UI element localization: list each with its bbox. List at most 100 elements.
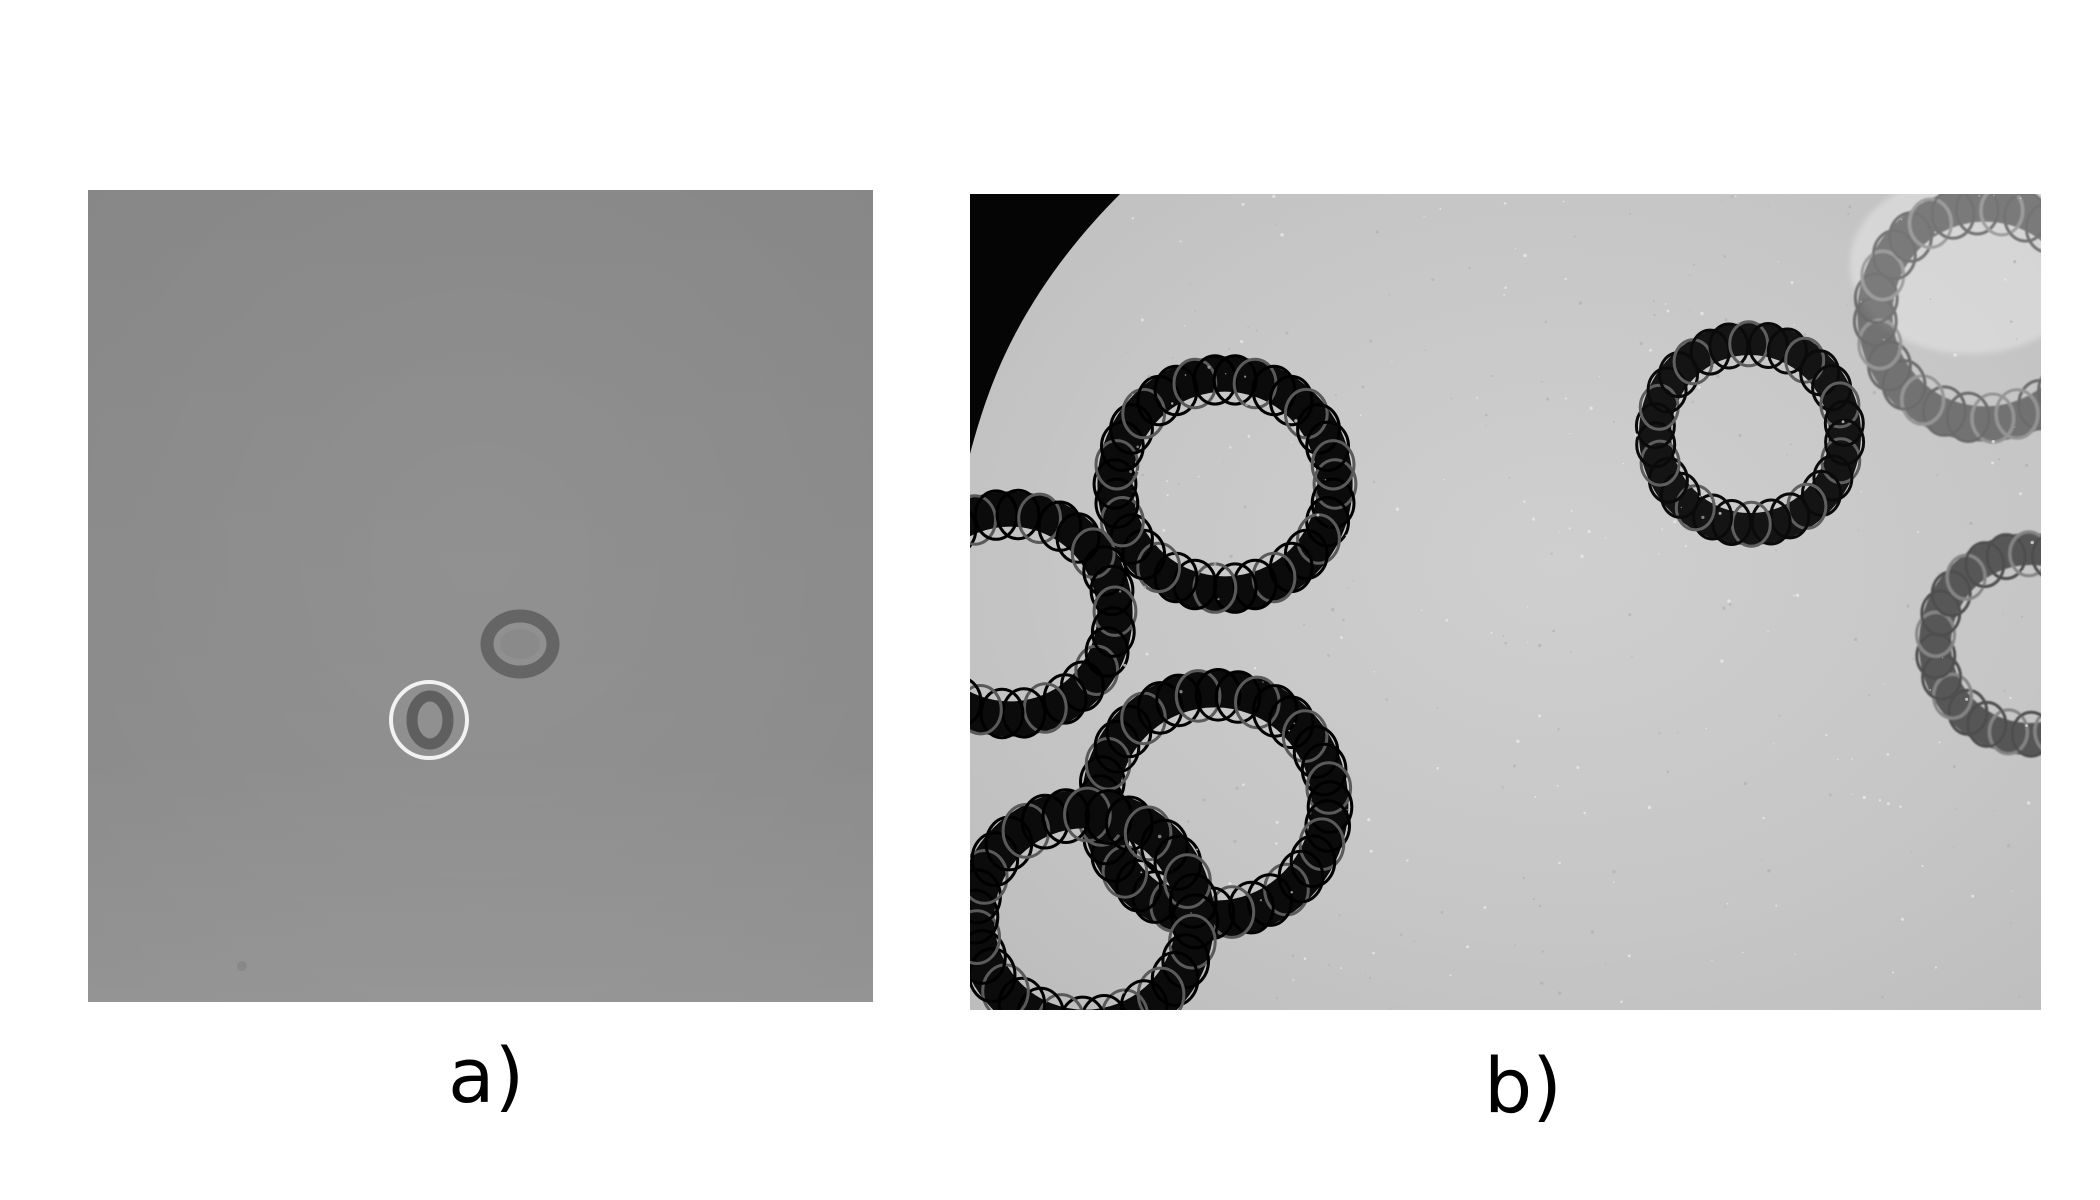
speck xyxy=(1145,652,1149,656)
speck xyxy=(2017,995,2020,998)
speck xyxy=(1523,253,1527,258)
speck xyxy=(1899,805,1902,809)
loop xyxy=(1094,477,1140,529)
loop xyxy=(1038,993,1084,1010)
loop xyxy=(1281,709,1329,763)
loop xyxy=(1819,381,1861,429)
speck xyxy=(1978,194,1981,197)
speck xyxy=(1700,311,1704,316)
speck xyxy=(1490,631,1493,634)
speck xyxy=(1699,495,1701,498)
speck xyxy=(1589,406,1593,410)
loop xyxy=(970,849,1009,905)
loop xyxy=(1123,805,1173,862)
speck xyxy=(1194,310,1196,313)
speck xyxy=(2019,492,2023,496)
speck xyxy=(1342,618,1345,622)
loop xyxy=(1692,493,1734,541)
speck xyxy=(1527,641,1529,644)
speck xyxy=(1303,957,1307,961)
speck xyxy=(1605,962,1607,965)
speck xyxy=(1217,598,1220,601)
speck xyxy=(1207,365,1211,369)
speck xyxy=(1971,894,1975,898)
speck xyxy=(2009,922,2012,924)
loop xyxy=(1945,391,1991,444)
speck xyxy=(1921,864,1924,868)
speck xyxy=(1558,861,1561,865)
speck xyxy=(1290,441,1293,443)
speck xyxy=(1684,544,1688,548)
loop xyxy=(1283,387,1329,440)
speck xyxy=(1716,374,1720,379)
loop xyxy=(2037,376,2041,406)
speck xyxy=(1285,331,1289,335)
speck xyxy=(1997,457,2000,461)
speck xyxy=(1294,419,1298,423)
speck xyxy=(1673,520,1677,524)
speck xyxy=(1727,599,1731,603)
speck xyxy=(1938,741,1941,744)
speck xyxy=(1612,881,1615,884)
loop xyxy=(995,488,1041,541)
speck xyxy=(1162,528,1166,532)
speck xyxy=(1777,261,1779,263)
loop xyxy=(1300,742,1348,797)
loop xyxy=(1119,979,1169,1010)
speck xyxy=(2004,278,2007,281)
speck xyxy=(1502,635,1505,637)
speck xyxy=(1275,842,1278,845)
loop xyxy=(970,494,998,546)
loop xyxy=(1090,606,1136,658)
speck xyxy=(1346,808,1348,811)
speck xyxy=(2009,696,2012,700)
speck xyxy=(1724,906,1726,909)
loop xyxy=(1228,880,1275,935)
speck xyxy=(1327,654,1330,657)
speck xyxy=(1851,793,1853,795)
speck xyxy=(1406,859,1409,862)
loop xyxy=(1305,496,1351,548)
loop xyxy=(1658,351,1699,399)
loop xyxy=(1089,564,1135,617)
speck xyxy=(2019,717,2022,720)
dark-corner xyxy=(970,194,1120,454)
speck xyxy=(1720,659,1724,663)
speck xyxy=(1228,882,1232,886)
loop xyxy=(1857,318,1903,371)
loop xyxy=(1121,528,1167,581)
loop xyxy=(1042,673,1088,725)
speck xyxy=(1790,281,1794,285)
speck xyxy=(1485,425,1487,427)
speck xyxy=(1243,375,1247,378)
loop xyxy=(1985,533,2027,581)
speck xyxy=(1245,403,1248,407)
speck xyxy=(1523,500,1526,504)
speck xyxy=(1786,454,1788,456)
speck xyxy=(1275,820,1279,824)
speck xyxy=(1937,572,1940,575)
speck xyxy=(1846,304,1849,307)
speck xyxy=(1255,329,1258,332)
speck xyxy=(1538,904,1542,908)
speck xyxy=(1726,902,1729,905)
speck xyxy=(1243,505,1247,509)
speck xyxy=(1680,506,1683,509)
speck xyxy=(1334,393,1337,397)
speck xyxy=(1762,816,1765,820)
speck xyxy=(1179,690,1183,694)
speck xyxy=(1991,440,1995,444)
loop xyxy=(1022,682,1068,734)
speck xyxy=(1666,770,1670,774)
speck xyxy=(1303,623,1306,626)
speck xyxy=(1634,433,1639,437)
loop xyxy=(1799,349,1841,397)
speck xyxy=(1516,739,1520,743)
speck xyxy=(1965,697,1969,701)
loop xyxy=(1824,418,1866,466)
loop xyxy=(1747,322,1789,369)
speck xyxy=(1532,897,1536,901)
loop-ring xyxy=(970,488,1138,740)
speck xyxy=(1143,585,1147,589)
loop xyxy=(970,831,1020,887)
